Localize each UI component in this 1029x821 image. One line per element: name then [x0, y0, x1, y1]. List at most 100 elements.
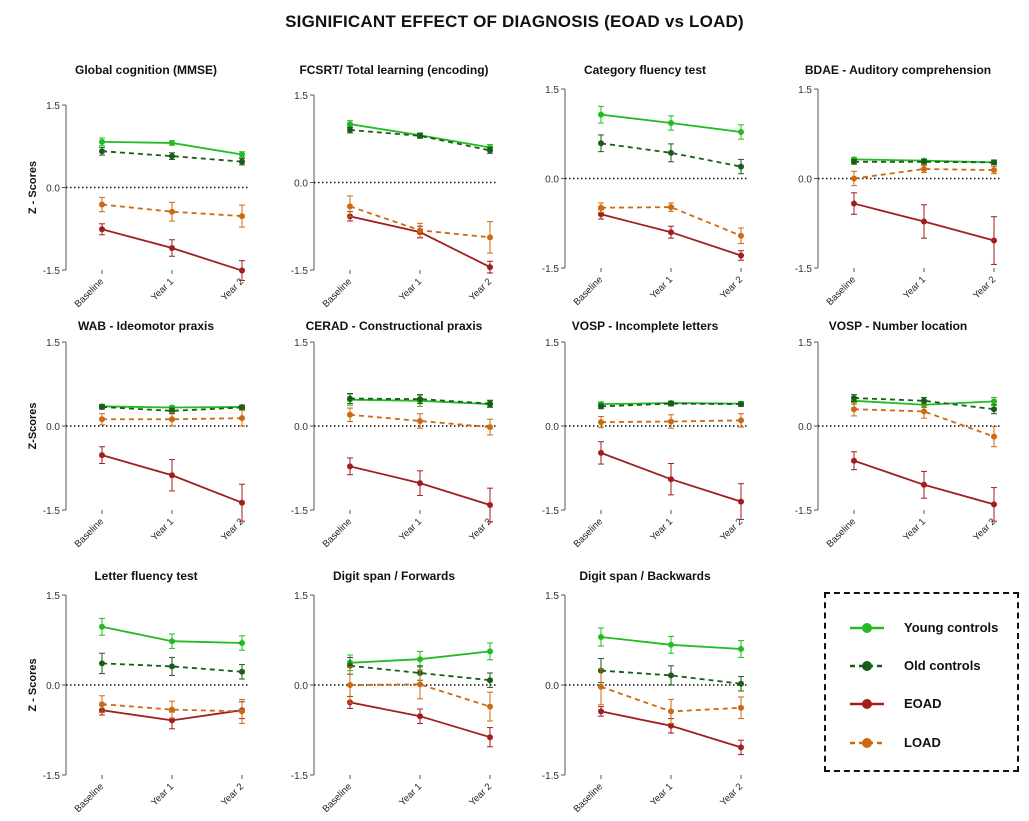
series-line: [101, 203, 243, 217]
data-point: [598, 140, 604, 147]
data-point: [851, 175, 857, 182]
x-tick-label: Year 1: [648, 781, 675, 808]
legend-label: EOAD: [904, 696, 942, 711]
chart-panel: CERAD - Constructional praxis 1.5 0.0 -1.5 B…: [291, 319, 496, 550]
data-point: [487, 234, 493, 241]
data-point: [851, 200, 857, 207]
y-tick-label: -1.5: [43, 506, 61, 517]
data-point: [347, 127, 353, 133]
data-point: [99, 201, 105, 208]
y-tick-label: 1.5: [798, 85, 812, 96]
x-tick-label: Year 2: [718, 516, 745, 543]
y-tick-label: 1.5: [46, 338, 60, 349]
data-point: [668, 120, 674, 127]
y-tick-label: 1.5: [545, 591, 559, 602]
data-point: [738, 744, 744, 751]
legend-swatch-old: [850, 661, 884, 671]
chart-panel: WAB - Ideomotor praxis 1.5 0.0 -1.5 Baseline…: [27, 319, 248, 550]
data-point: [239, 404, 245, 411]
chart-panel: VOSP - Incomplete letters 1.5 0.0 -1.5 Basel…: [542, 319, 747, 550]
data-point: [598, 634, 604, 640]
series-line: [349, 413, 491, 429]
data-point: [921, 158, 927, 165]
y-tick-label: -1.5: [795, 506, 813, 517]
data-point: [851, 457, 857, 464]
y-tick-label: 1.5: [294, 338, 308, 349]
x-tick-label: Year 1: [149, 516, 176, 543]
chart-title: Digit span / Forwards: [333, 569, 455, 583]
data-point: [169, 153, 175, 160]
data-point: [487, 501, 493, 508]
data-point: [991, 433, 997, 440]
chart-title: WAB - Ideomotor praxis: [78, 319, 214, 333]
data-point: [738, 680, 744, 687]
data-point: [347, 203, 353, 210]
y-tick-label: -1.5: [542, 264, 560, 275]
data-point: [921, 481, 927, 488]
y-tick-label: 1.5: [545, 85, 559, 96]
data-point: [487, 734, 493, 741]
chart-panel: Digit span / Backwards 1.5 0.0 -1.5 Baseline…: [542, 569, 747, 815]
data-point: [169, 208, 175, 215]
data-point: [921, 165, 927, 172]
chart-title: CERAD - Constructional praxis: [306, 319, 483, 333]
data-point: [99, 623, 105, 630]
data-point: [668, 229, 674, 236]
x-tick-label: Year 1: [397, 781, 424, 808]
data-point: [487, 400, 493, 407]
data-point: [991, 406, 997, 413]
y-tick-label: 0.0: [545, 175, 559, 186]
chart-title: BDAE - Auditory comprehension: [805, 63, 991, 77]
data-point: [668, 708, 674, 715]
data-point: [738, 498, 744, 505]
series-line: [349, 129, 491, 152]
x-tick-label: Year 2: [219, 781, 246, 808]
y-tick-label: 0.0: [294, 422, 308, 433]
data-point: [347, 682, 353, 688]
data-point: [921, 408, 927, 415]
x-tick-label: Baseline: [572, 781, 606, 815]
data-point: [991, 501, 997, 508]
legend-label: Old controls: [904, 658, 981, 673]
legend-item-young-controls: Young controls: [848, 618, 1018, 638]
series-line: [853, 397, 995, 411]
x-tick-label: Baseline: [572, 516, 606, 550]
data-point: [239, 158, 245, 165]
data-point: [99, 701, 105, 708]
x-tick-label: Year 2: [467, 781, 494, 808]
legend: Young controls Old controls EOAD LOAD: [824, 592, 1019, 772]
x-tick-label: Baseline: [73, 781, 107, 815]
y-tick-label: -1.5: [43, 771, 61, 782]
chart-panel: Category fluency test 1.5 0.0 -1.5 Baseline Y…: [542, 63, 747, 308]
x-tick-label: Baseline: [321, 276, 355, 310]
data-point: [738, 401, 744, 408]
y-tick-label: 1.5: [294, 91, 308, 102]
data-point: [347, 121, 353, 128]
chart-panel: BDAE - Auditory comprehension 1.5 0.0 -1.5 B…: [795, 63, 1000, 308]
data-point: [851, 406, 857, 413]
y-tick-label: 0.0: [46, 184, 60, 195]
y-tick-label: 0.0: [798, 175, 812, 186]
data-point: [239, 415, 245, 422]
data-point: [417, 681, 423, 688]
data-point: [99, 452, 105, 459]
data-point: [169, 472, 175, 479]
chart-title: VOSP - Incomplete letters: [572, 319, 719, 333]
x-tick-label: Baseline: [825, 516, 859, 550]
chart-title: VOSP - Number location: [829, 319, 967, 333]
data-point: [598, 403, 604, 410]
data-point: [991, 398, 997, 405]
data-point: [239, 213, 245, 220]
y-tick-label: 1.5: [46, 101, 60, 112]
data-point: [487, 648, 493, 655]
legend-swatch-young: [850, 623, 884, 633]
x-tick-label: Year 1: [648, 274, 675, 301]
chart-title: Global cognition (MMSE): [75, 63, 217, 77]
chart-panel: VOSP - Number location 1.5 0.0 -1.5 Baseline…: [795, 319, 1000, 550]
data-point: [99, 226, 105, 233]
x-tick-label: Baseline: [572, 274, 606, 308]
chart-panel: FCSRT/ Total learning (encoding) 1.5 0.0 -1…: [291, 63, 496, 310]
y-tick-label: 0.0: [545, 681, 559, 692]
data-point: [239, 640, 245, 646]
y-tick-label: -1.5: [795, 264, 813, 275]
